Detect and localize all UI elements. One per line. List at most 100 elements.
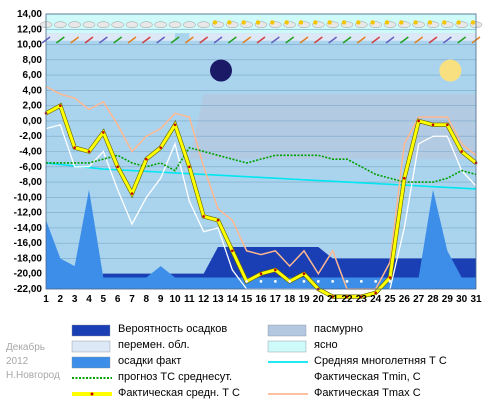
tmin-marker: [302, 279, 306, 283]
tmin-marker: [359, 279, 363, 283]
y-tick-label: 12,00: [17, 24, 42, 35]
x-tick-label: 9: [158, 294, 164, 305]
x-tick-label: 5: [101, 294, 107, 305]
wind-arrow-icon: [127, 36, 137, 44]
legend-swatch-overcast: [267, 324, 307, 337]
x-tick-label: 1: [43, 294, 49, 305]
x-tick-label: 13: [212, 294, 224, 305]
wind-arrow-icon: [113, 36, 123, 44]
mean-point: [188, 165, 191, 169]
tmin-marker: [316, 279, 320, 283]
y-tick-label: 8,00: [23, 55, 43, 66]
legend-label-forecast_mean: прогноз ТС среднесут.: [118, 371, 233, 383]
tmin-marker: [345, 279, 349, 283]
x-tick-label: 14: [227, 294, 239, 305]
x-tick-label: 20: [313, 294, 325, 305]
legend-swatch-point: [90, 392, 94, 396]
cloud-icon: [183, 21, 196, 28]
x-tick-label: 21: [327, 294, 339, 305]
x-tick-label: 24: [370, 294, 382, 305]
x-tick-label: 18: [284, 294, 296, 305]
x-tick-label: 7: [129, 294, 135, 305]
mean-point: [231, 249, 234, 253]
mean-point: [173, 123, 177, 127]
mean-point: [360, 295, 363, 298]
sun-icon: [284, 20, 289, 25]
wind-arrow-icon: [299, 36, 309, 44]
caption-city: Н.Новгород: [6, 370, 60, 381]
legend-label-actual_mean: Фактическая средн. Т С: [118, 387, 240, 399]
x-tick-label: 23: [356, 294, 368, 305]
x-tick-label: 17: [270, 294, 282, 305]
series-tmax: [45, 85, 477, 290]
tmin-marker: [374, 279, 378, 283]
x-tick-label: 2: [58, 294, 64, 305]
legend-label-clear: ясно: [314, 339, 338, 351]
sun-icon: [356, 20, 361, 25]
sun-icon: [456, 20, 461, 25]
mean-point: [130, 192, 134, 195]
mean-point: [216, 218, 220, 222]
x-tick-label: 28: [427, 294, 439, 305]
full-moon-icon: [439, 59, 462, 82]
legend-label-precip_prob: Вероятность осадков: [118, 323, 228, 335]
wind-arrow-icon: [256, 36, 266, 44]
cloud-icon: [54, 21, 67, 28]
mean-point: [159, 146, 162, 149]
tmin-marker: [245, 279, 249, 283]
wind-arrow-icon: [55, 36, 65, 44]
mean-point: [274, 268, 277, 272]
mean-point: [374, 291, 377, 295]
sun-icon: [270, 20, 275, 25]
sun-icon: [413, 20, 418, 25]
wind-arrow-icon: [385, 36, 395, 44]
wind-arrow-icon: [414, 36, 424, 44]
wind-arrow-icon: [356, 36, 366, 44]
y-tick-label: -14,00: [14, 223, 43, 234]
wind-arrow-icon: [156, 36, 166, 44]
mean-point: [259, 272, 263, 276]
caption-month: Декабрь: [6, 342, 45, 353]
wind-arrow-icon: [313, 36, 323, 44]
cloud-icon: [111, 21, 124, 28]
sun-icon: [298, 20, 304, 25]
x-tick-label: 25: [384, 294, 396, 305]
mean-point: [345, 295, 349, 298]
sun-icon: [327, 20, 332, 25]
y-tick-label: -10,00: [14, 192, 43, 203]
y-tick-label: -16,00: [14, 238, 43, 249]
caption-year: 2012: [6, 356, 29, 367]
tmin-marker: [259, 279, 263, 283]
mean-point: [145, 157, 148, 161]
mean-point: [202, 215, 205, 218]
mean-point: [446, 123, 449, 127]
y-tick-label: 6,00: [23, 70, 43, 81]
wind-arrow-icon: [70, 36, 80, 44]
x-tick-label: 10: [169, 294, 181, 305]
legend-label-overcast: пасмурно: [314, 323, 363, 335]
legend-label-actual_tmin: Фактическая Tmin, С: [314, 371, 421, 383]
y-tick-label: -20,00: [14, 269, 43, 280]
x-tick-label: 31: [470, 294, 482, 305]
wind-arrow-icon: [457, 36, 467, 44]
precip-fact-area: [46, 189, 476, 289]
y-tick-label: 14,00: [17, 9, 42, 20]
sun-icon: [255, 20, 261, 25]
sun-icon: [212, 20, 218, 25]
cloud-icon: [97, 21, 110, 28]
plot-frame: [45, 13, 477, 290]
x-tick-label: 27: [413, 294, 425, 305]
x-tick-label: 6: [115, 294, 121, 305]
wind-arrow-icon: [213, 36, 223, 44]
tmin-marker: [388, 279, 392, 283]
sun-icon: [370, 20, 375, 25]
cloud-icon: [168, 21, 182, 28]
mean-point: [302, 272, 306, 276]
x-tick-label: 4: [86, 294, 92, 305]
x-tick-label: 19: [298, 294, 310, 305]
y-tick-label: 2,00: [23, 101, 43, 112]
legend-label-precip_fact: осадки факт: [118, 355, 182, 367]
new-moon-icon: [210, 59, 232, 82]
sun-icon: [313, 20, 318, 25]
sun-icon: [227, 20, 232, 25]
